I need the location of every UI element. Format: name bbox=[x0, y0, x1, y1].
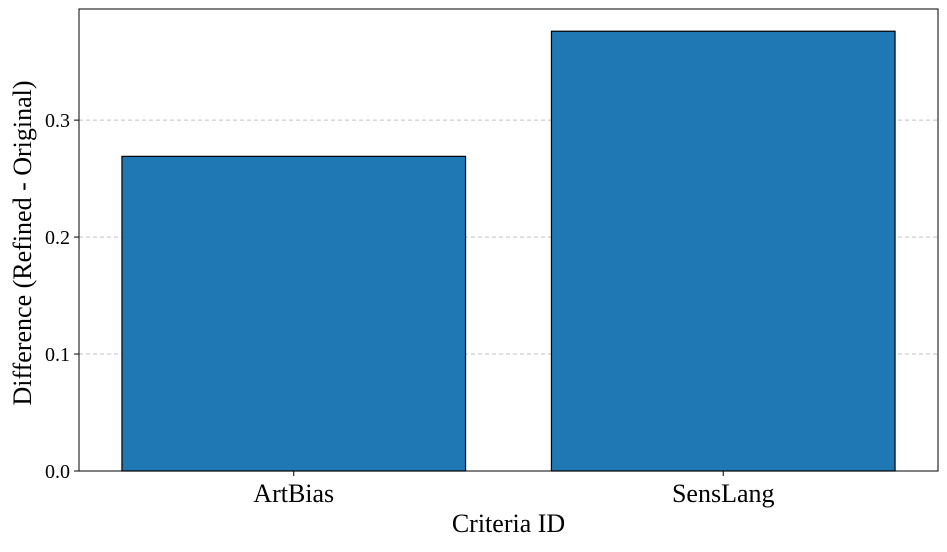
y-axis-label: Difference (Refined - Original) bbox=[8, 80, 37, 405]
y-axis-ticks: 0.0 0.1 0.2 0.3 bbox=[45, 110, 79, 483]
x-axis-label: Criteria ID bbox=[452, 509, 565, 538]
x-tick-label: SensLang bbox=[672, 479, 775, 508]
bar-senslang bbox=[550, 30, 896, 472]
y-tick-label: 0.1 bbox=[45, 344, 70, 366]
y-tick-label: 0.2 bbox=[45, 227, 70, 249]
x-tick-label: ArtBias bbox=[253, 479, 334, 508]
bars bbox=[121, 30, 896, 472]
x-axis-ticks: ArtBias SensLang bbox=[253, 471, 775, 508]
y-tick-label: 0.3 bbox=[45, 110, 70, 132]
plot-frame bbox=[78, 8, 939, 472]
bar-artbias bbox=[121, 155, 467, 472]
y-tick-label: 0.0 bbox=[45, 461, 70, 483]
